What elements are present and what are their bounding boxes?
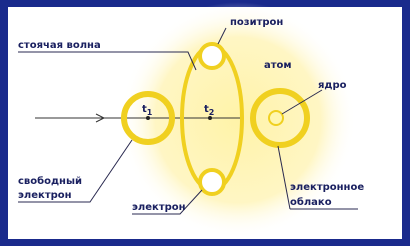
label: облако <box>290 196 332 208</box>
label: электрон <box>132 202 186 213</box>
label: позитрон <box>230 17 283 28</box>
label: атом <box>264 60 292 71</box>
label: ядро <box>318 80 347 91</box>
nucleus <box>269 111 283 125</box>
label: стоячая волна <box>18 40 101 51</box>
label: электронное <box>290 182 364 193</box>
diagram: позитрон стоячая волна атом ядро t1 t2 с… <box>0 0 410 246</box>
label: электрон <box>18 190 72 201</box>
electron-ring <box>200 170 224 194</box>
positron-ring <box>200 44 224 68</box>
label: свободный <box>18 175 82 187</box>
